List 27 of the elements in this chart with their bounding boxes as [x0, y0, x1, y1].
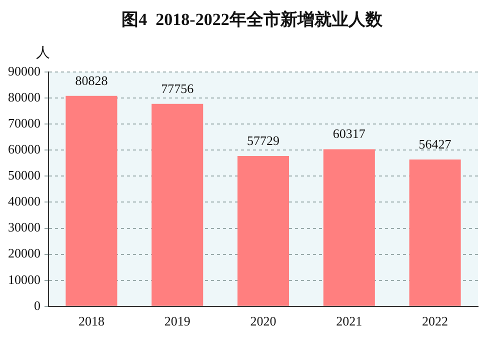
x-tick-label: 2019: [164, 314, 190, 329]
data-label: 57729: [247, 132, 280, 148]
bar: [152, 104, 204, 306]
x-tick-label: 2018: [78, 314, 104, 329]
bar: [323, 149, 375, 306]
y-tick-label: 50000: [8, 168, 40, 183]
y-tick-label: 20000: [8, 246, 40, 261]
x-tick-label: 2021: [336, 314, 362, 329]
y-axis-title: 人: [36, 45, 50, 62]
x-tick-label: 2022: [422, 314, 448, 329]
bar: [409, 159, 461, 306]
y-tick-label: 60000: [8, 142, 40, 157]
bar: [66, 96, 118, 306]
y-tick-label: 70000: [8, 116, 40, 131]
y-tick-label: 90000: [8, 63, 40, 78]
data-label: 77756: [161, 80, 194, 96]
data-label: 56427: [418, 136, 452, 152]
x-tick-label: 2020: [250, 314, 276, 329]
data-label: 80828: [75, 72, 108, 88]
y-tick-label: 30000: [8, 220, 40, 235]
chart-title: 图4 2018-2022年全市新增就业人数: [120, 9, 384, 31]
data-label: 60317: [332, 126, 366, 142]
y-tick-label: 10000: [8, 272, 40, 287]
y-tick-label: 0: [34, 298, 40, 313]
bar: [237, 156, 290, 306]
y-tick-label: 80000: [8, 89, 40, 104]
y-tick-label: 40000: [8, 194, 40, 209]
